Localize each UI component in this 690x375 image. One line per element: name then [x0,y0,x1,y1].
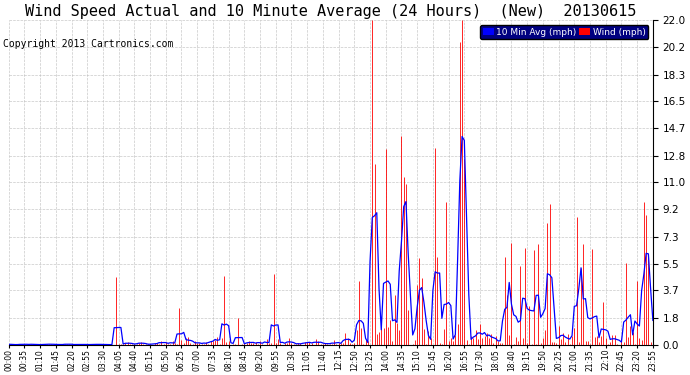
Text: Copyright 2013 Cartronics.com: Copyright 2013 Cartronics.com [3,39,174,50]
Legend: 10 Min Avg (mph), Wind (mph): 10 Min Avg (mph), Wind (mph) [480,25,649,39]
Title: Wind Speed Actual and 10 Minute Average (24 Hours)  (New)  20130615: Wind Speed Actual and 10 Minute Average … [25,4,636,19]
